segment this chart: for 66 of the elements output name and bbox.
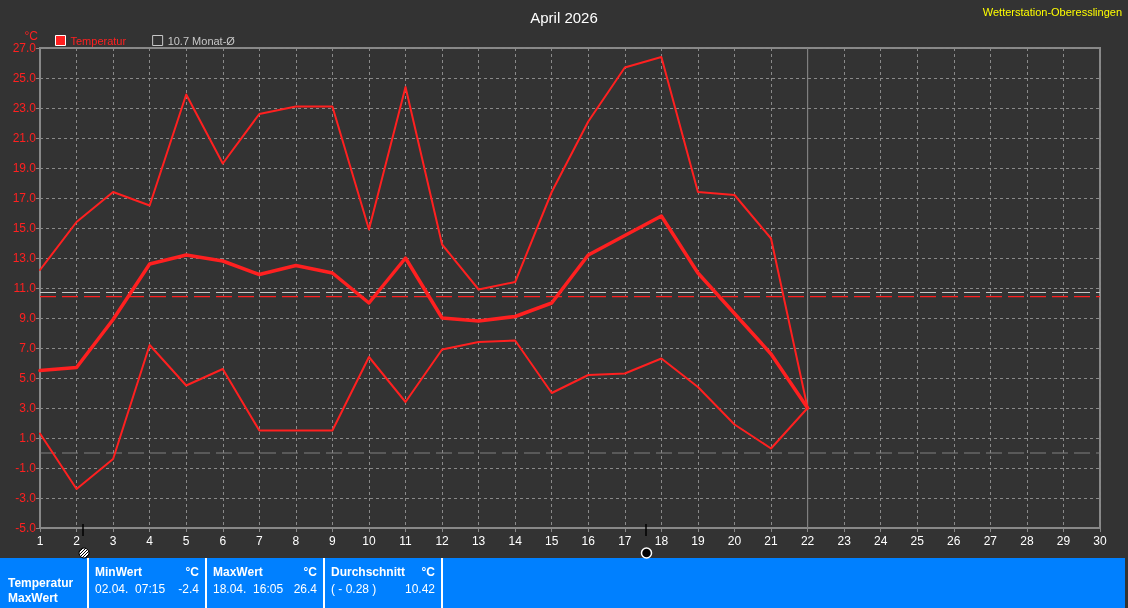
x-tick-label: 13 [471, 534, 486, 548]
text: Durchschnitt [331, 565, 406, 579]
y-axis-title: °C [24, 29, 39, 43]
y-tick-label: -5.0 [15, 521, 37, 535]
y-tick-label: 11.0 [13, 281, 37, 295]
text: °C [185, 565, 199, 579]
y-tick-label: 3.0 [19, 401, 37, 415]
x-tick-label: 25 [910, 534, 925, 548]
x-tick-label: 2 [73, 534, 81, 548]
text: Wetterstation-Oberesslingen [982, 6, 1122, 18]
y-tick-label: -1.0 [15, 461, 37, 475]
text: °C [421, 565, 435, 579]
y-tick-label: 27.0 [12, 41, 37, 55]
y-tick-label: 15.0 [12, 221, 37, 235]
x-tick-label: 22 [800, 534, 815, 548]
legend-label: Temperatur [70, 34, 127, 47]
x-tick-label: 9 [329, 534, 337, 548]
x-tick-label: 5 [182, 534, 190, 548]
y-tick-label: -3.0 [15, 491, 37, 505]
x-tick-label: 28 [1020, 534, 1034, 548]
x-tick-label: 8 [292, 534, 300, 548]
y-tick-label: 23.0 [12, 101, 37, 115]
y-tick-label: 9.0 [19, 311, 37, 325]
x-tick-label: 1 [36, 534, 44, 548]
x-tick-label: 14 [508, 534, 523, 548]
y-tick-label: 5.0 [19, 371, 37, 385]
x-tick-label: 15 [545, 534, 559, 548]
text: MinWert [95, 565, 143, 579]
x-tick-label: 24 [874, 534, 888, 548]
text: 10.42 [404, 582, 435, 596]
y-tick-label: 25.0 [12, 71, 37, 85]
x-tick-label: 30 [1093, 534, 1107, 548]
x-tick-label: 21 [764, 534, 779, 548]
x-tick-label: 6 [219, 534, 227, 548]
x-tick-label: 23 [837, 534, 852, 548]
text: -2.4 [178, 582, 199, 596]
x-tick-label: 17 [618, 534, 632, 548]
text: Temperatur [8, 576, 74, 590]
chart-title: April 2026 [530, 9, 598, 26]
y-tick-label: 21.0 [12, 131, 37, 145]
x-tick-label: 27 [983, 534, 998, 548]
y-tick-label: 7.0 [19, 341, 37, 355]
text: MaxWert [8, 591, 58, 605]
x-tick-label: 4 [146, 534, 154, 548]
text: ( - 0.28 ) [331, 582, 377, 596]
x-tick-label: 3 [109, 534, 117, 548]
x-tick-label: 11 [399, 534, 413, 548]
text: MaxWert [213, 565, 263, 579]
text: 02.04. 07:15 [95, 582, 166, 596]
y-tick-label: 1.0 [19, 431, 37, 445]
x-tick-label: 29 [1056, 534, 1071, 548]
x-tick-label: 16 [581, 534, 596, 548]
text: 26.4 [293, 582, 317, 596]
y-tick-label: 19.0 [12, 161, 37, 175]
x-tick-label: 7 [255, 534, 263, 548]
legend-label: 10.7 Monat-Ø [167, 34, 236, 47]
text: 18.04. 16:05 [213, 582, 284, 596]
x-tick-label: 10 [362, 534, 376, 548]
x-tick-label: 18 [654, 534, 669, 548]
y-tick-label: 13.0 [12, 251, 37, 265]
x-tick-label: 26 [947, 534, 961, 548]
x-tick-label: 12 [435, 534, 450, 548]
text: °C [303, 565, 317, 579]
x-tick-label: 20 [727, 534, 742, 548]
y-tick-label: 17.0 [12, 191, 37, 205]
x-tick-label: 19 [691, 534, 705, 548]
